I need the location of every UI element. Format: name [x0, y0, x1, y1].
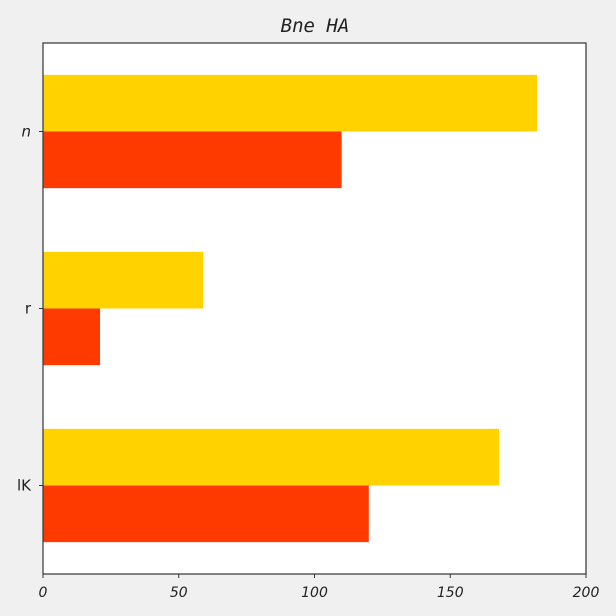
- y-tick-label: n: [21, 123, 31, 141]
- y-tick-label: r: [25, 300, 32, 318]
- x-tick-label: 50: [170, 585, 188, 601]
- bars-group: [43, 74, 538, 543]
- bar-lK-series-2: [43, 485, 369, 543]
- bar-n-series-2: [43, 131, 342, 189]
- plot-frame: [42, 42, 587, 575]
- y-ticks-group: n r lK: [17, 123, 43, 495]
- x-tick-label: 150: [437, 585, 464, 601]
- bar-n-series-1: [43, 74, 538, 132]
- x-ticks-group: 0 50 100 150 200: [39, 574, 600, 601]
- x-tick-label: 100: [301, 585, 328, 601]
- bar-lK-series-1: [43, 428, 500, 486]
- chart-title: Bne HA: [281, 15, 350, 37]
- y-tick-label: lK: [17, 477, 32, 495]
- x-tick-label: 0: [39, 585, 48, 601]
- x-tick-label: 200: [573, 585, 600, 601]
- bar-r-series-1: [43, 251, 204, 309]
- bar-r-series-2: [43, 308, 101, 366]
